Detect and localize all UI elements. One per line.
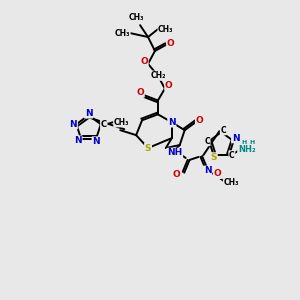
- Text: CH₃: CH₃: [224, 178, 239, 187]
- Text: O: O: [140, 57, 148, 66]
- Text: H: H: [241, 140, 246, 145]
- Text: CH₃: CH₃: [158, 25, 174, 34]
- Text: N: N: [168, 118, 176, 127]
- Text: C: C: [229, 151, 235, 160]
- Text: H: H: [249, 140, 254, 145]
- Text: O: O: [165, 81, 173, 90]
- Text: S: S: [145, 143, 151, 152]
- Text: O: O: [167, 38, 175, 47]
- Text: S: S: [211, 153, 217, 162]
- Text: C: C: [101, 120, 107, 129]
- Text: CH₃: CH₃: [115, 28, 130, 38]
- Text: CH₂: CH₂: [150, 71, 166, 80]
- Text: N: N: [70, 120, 77, 129]
- Text: C: C: [220, 126, 226, 135]
- Text: CH₃: CH₃: [114, 118, 129, 127]
- Text: N: N: [74, 136, 82, 145]
- Text: O: O: [136, 88, 144, 97]
- Text: N: N: [204, 166, 211, 175]
- Text: CH₃: CH₃: [128, 13, 144, 22]
- Text: C: C: [204, 136, 210, 146]
- Text: NH: NH: [167, 148, 182, 158]
- Text: N: N: [232, 134, 239, 142]
- Text: NH₂: NH₂: [238, 145, 256, 154]
- Text: O: O: [214, 169, 221, 178]
- Text: O: O: [173, 170, 181, 179]
- Text: O: O: [196, 116, 203, 125]
- Text: N: N: [85, 109, 92, 118]
- Text: N: N: [92, 137, 100, 146]
